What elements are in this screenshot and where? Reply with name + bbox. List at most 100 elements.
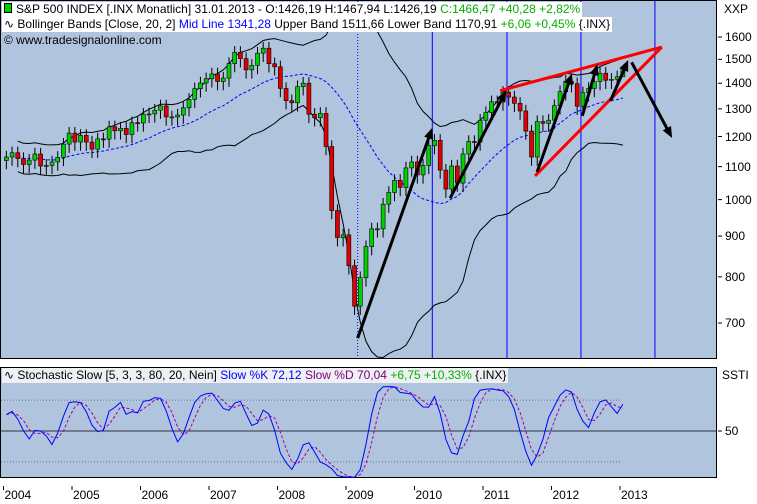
candle-body [203, 78, 209, 84]
candle-body [312, 113, 317, 119]
x-tick-label: 2010 [415, 488, 443, 502]
candle-body [306, 82, 312, 115]
candle-body [238, 51, 243, 59]
stochastic-change: +6,75 +10,33% [390, 368, 472, 382]
candle-body [243, 58, 249, 71]
price-title: S&P 500 INDEX [.INX Monatlich] 31.01.201… [16, 2, 437, 16]
x-tick-label: 2007 [210, 488, 237, 502]
candle-body [66, 132, 72, 145]
candle-body [409, 161, 414, 169]
bollinger-bands: Upper Band 1511,66 Lower Band 1170,91 [274, 17, 498, 31]
bollinger-symbol: {.INX} [578, 17, 611, 31]
candle-body [95, 138, 100, 150]
candle-body [49, 161, 55, 166]
candle-body [540, 121, 546, 124]
candle-body [392, 180, 397, 193]
trend-line-red [533, 46, 663, 177]
candle-body [437, 140, 443, 171]
candle-body [118, 127, 123, 132]
stochastic-panel [0, 367, 717, 478]
y-tick-label: 1200 [725, 129, 752, 144]
candle-body [260, 47, 266, 54]
candle-body [129, 122, 135, 135]
candle-body [123, 127, 129, 135]
candle-body [255, 52, 260, 66]
bollinger-change: +6,06 +0,45% [500, 17, 576, 31]
y-tick-label: 1100 [725, 159, 751, 174]
candle-body [603, 72, 609, 81]
candle-body [534, 121, 540, 158]
candle-body [78, 135, 83, 143]
candle-body [38, 153, 43, 167]
bollinger-label: Bollinger Bands [Close, 20, 2] [17, 17, 176, 31]
stochastic-header: ∿ Stochastic Slow [5, 3, 3, 80, 20, Nein… [2, 368, 509, 383]
x-tick-label: 2011 [484, 488, 510, 502]
wave-icon: ∿ [4, 17, 15, 31]
stochastic-label: Stochastic Slow [5, 3, 3, 80, 20, Nein] [17, 368, 217, 382]
candle-body [375, 228, 380, 231]
arrow-line [535, 80, 571, 173]
candle-body [466, 141, 472, 155]
candle-body [363, 246, 369, 278]
candle-body [44, 165, 49, 167]
candle-body [226, 63, 232, 79]
candle-body [209, 73, 215, 80]
y-tick-label: 1600 [725, 30, 752, 44]
candle-body [215, 73, 220, 82]
candle-body [506, 91, 511, 98]
price-header: S&P 500 INDEX [.INX Monatlich] 31.01.201… [2, 2, 583, 17]
candle-body [318, 113, 323, 119]
candle-body [15, 152, 21, 159]
candle-body [386, 192, 392, 205]
candle-body [232, 51, 237, 64]
trend-line-red [499, 45, 663, 93]
candle-body [289, 100, 295, 104]
stochastic-k-line [6, 386, 624, 478]
x-tick-label: 2009 [347, 488, 374, 502]
candle-body [323, 113, 329, 147]
candle-body [472, 141, 477, 143]
candle-body [580, 92, 586, 107]
arrow-head-icon [564, 73, 573, 86]
candle-body [272, 63, 277, 68]
candle-body [61, 143, 66, 158]
price-axis-label: XXP [724, 2, 749, 16]
arrow-head-icon [424, 127, 433, 140]
bollinger-mid-line [17, 73, 624, 205]
candle-body [192, 88, 198, 100]
candle-body [4, 156, 9, 161]
candle-body [186, 99, 192, 109]
candle-body [397, 180, 403, 188]
y-tick-label: 1300 [725, 101, 752, 116]
candle-body [357, 277, 363, 307]
candle-body [489, 101, 494, 113]
x-tick-label: 2012 [552, 488, 580, 502]
candle-body [141, 113, 146, 124]
candle-body [483, 112, 489, 121]
candle-body [146, 113, 152, 116]
candle-body [380, 203, 386, 230]
candle-body [517, 102, 523, 112]
candle-body [175, 114, 180, 118]
candle-body [546, 119, 551, 124]
wave-icon: ∿ [4, 368, 15, 382]
y-tick-label: 1000 [725, 192, 752, 207]
candle-body [83, 135, 89, 143]
stoch-axis-label: SSTI [722, 368, 749, 382]
y-tick-label: 1500 [725, 52, 752, 67]
candle-body [426, 145, 432, 166]
candle-body [181, 107, 186, 116]
arrow-head-icon [662, 126, 673, 138]
candle-body [9, 152, 15, 158]
close-change: C:1466,47 +40,28 +2,82% [440, 2, 581, 16]
candle-body [112, 126, 118, 132]
candle-body [72, 132, 78, 143]
candle-body [529, 130, 534, 158]
arrow-line [609, 66, 627, 102]
candle-body [169, 116, 175, 119]
candle-body [352, 265, 357, 307]
candle-body [329, 146, 335, 211]
x-tick-label: 2013 [621, 488, 648, 502]
candle-body [135, 122, 140, 124]
